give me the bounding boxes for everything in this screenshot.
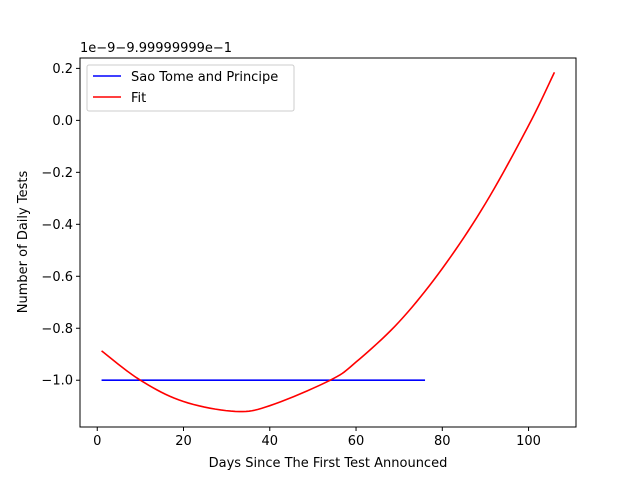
- y-tick-label: 0.2: [52, 62, 73, 77]
- x-axis-ticks: 0 20 40 60 80 100: [93, 427, 541, 449]
- series-line-1: [101, 71, 556, 413]
- y-tick-label: −0.6: [41, 270, 73, 285]
- x-axis-label: Days Since The First Test Announced: [209, 456, 448, 471]
- axes-frame: [79, 57, 577, 428]
- y-tick-label: −1.0: [41, 374, 73, 389]
- legend: Sao Tome and Principe Fit: [86, 64, 295, 112]
- y-tick-label: −0.4: [41, 218, 73, 233]
- plot-lines: [101, 71, 556, 413]
- x-tick-label: 60: [348, 434, 365, 449]
- y-tick-label: −0.8: [41, 322, 73, 337]
- x-tick-label: 0: [93, 434, 101, 449]
- x-tick-label: 100: [516, 434, 541, 449]
- y-tick-label: 0.0: [52, 114, 73, 129]
- x-tick-label: 80: [434, 434, 451, 449]
- y-tick-label: −0.2: [41, 166, 73, 181]
- legend-box: [86, 64, 295, 112]
- y-axis-ticks: −1.0 −0.8 −0.6 −0.4 −0.2 0.0 0.2: [41, 62, 80, 389]
- legend-label-series-1: Fit: [131, 91, 146, 106]
- y-offset-label: 1e−9−9.99999999e−1: [80, 41, 232, 56]
- x-tick-label: 20: [175, 434, 192, 449]
- x-tick-label: 40: [262, 434, 279, 449]
- legend-label-series-0: Sao Tome and Principe: [131, 70, 278, 85]
- y-axis-label: Number of Daily Tests: [16, 171, 31, 314]
